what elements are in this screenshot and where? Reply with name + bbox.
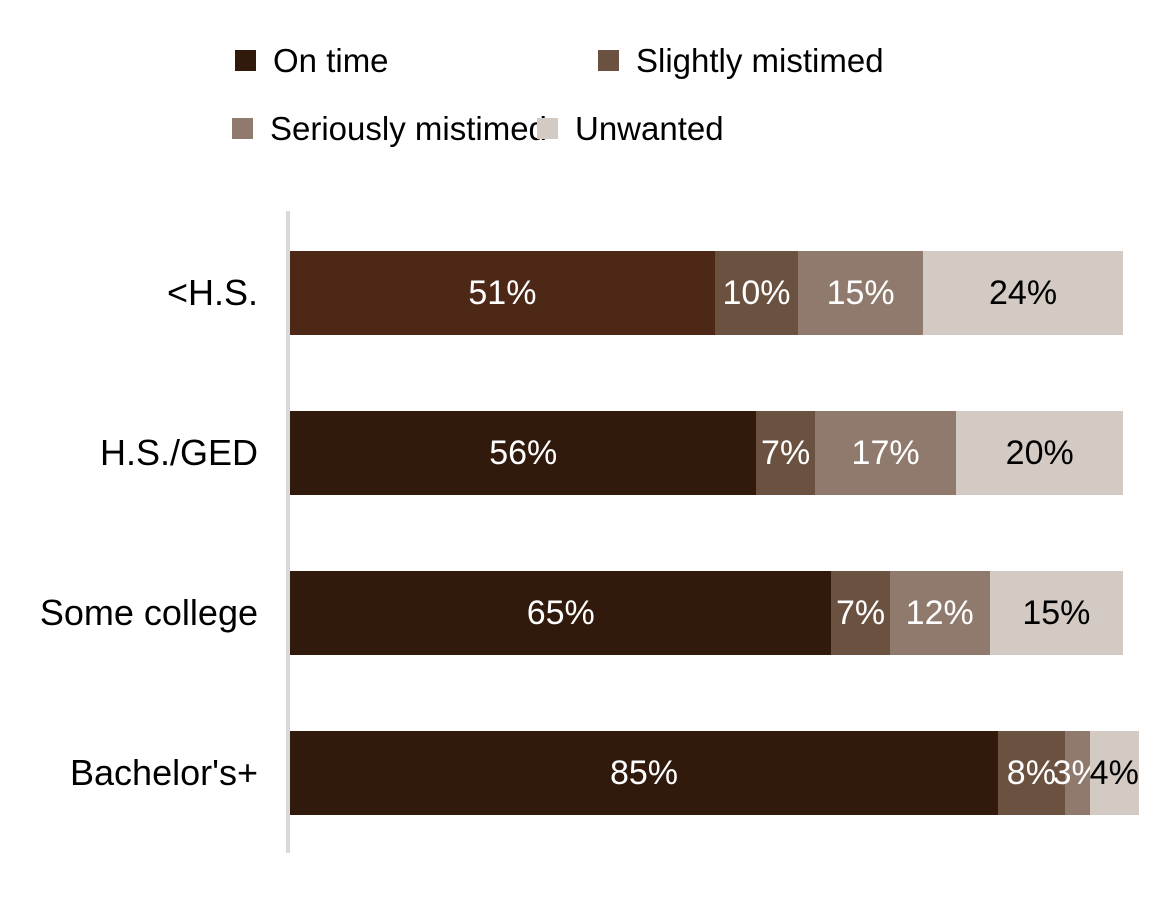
- legend-item-seriously-mistimed: Seriously mistimed: [232, 112, 547, 145]
- legend-item-on-time: On time: [235, 44, 389, 77]
- bar-segment: 65%: [290, 571, 832, 655]
- legend-swatch-slightly-mistimed: [598, 50, 619, 71]
- data-label: 7%: [836, 594, 886, 632]
- bar-segment: 7%: [756, 411, 815, 495]
- bar-segment: 85%: [290, 731, 999, 815]
- bar-segment: 15%: [989, 571, 1123, 655]
- legend-swatch-on-time: [235, 50, 256, 71]
- data-label: 8%: [1006, 754, 1056, 792]
- data-label: 85%: [609, 754, 679, 792]
- plot-area: 51% 10% 15% 24% 56% 7% 17% 20% 65% 7% 12% 15% 85% 8% 3…: [290, 211, 1139, 853]
- data-label: 20%: [1005, 434, 1074, 472]
- bar-row-1: 51% 10% 15% 24%: [290, 251, 1123, 335]
- legend-label: Slightly mistimed: [636, 42, 884, 79]
- legend-swatch-unwanted: [537, 118, 558, 139]
- data-label: 7%: [761, 434, 811, 472]
- bar-row-4: 85% 8% 3% 4%: [290, 731, 1139, 815]
- category-label: Bachelor's+: [70, 752, 258, 793]
- bar-segment: 12%: [889, 571, 990, 655]
- data-label: 17%: [851, 434, 920, 472]
- data-label: 15%: [1022, 594, 1091, 632]
- legend-label: On time: [273, 42, 389, 79]
- legend-item-slightly-mistimed: Slightly mistimed: [598, 44, 884, 77]
- legend-label: Unwanted: [575, 110, 724, 147]
- legend-label: Seriously mistimed: [270, 110, 547, 147]
- bar-row-2: 56% 7% 17% 20%: [290, 411, 1123, 495]
- bar-segment: 8%: [998, 731, 1065, 815]
- data-label: 12%: [905, 594, 974, 632]
- bar-segment: 17%: [814, 411, 957, 495]
- bar-segment: 4%: [1089, 731, 1139, 815]
- category-label: H.S./GED: [99, 432, 258, 473]
- data-label: 24%: [989, 274, 1058, 312]
- category-label: Some college: [39, 592, 258, 633]
- bar-segment: 20%: [956, 411, 1123, 495]
- bar-segment: 56%: [290, 411, 757, 495]
- legend-item-unwanted: Unwanted: [537, 112, 724, 145]
- data-label: 15%: [826, 274, 895, 312]
- data-label: 4%: [1089, 754, 1139, 792]
- bar-row-3: 65% 7% 12% 15%: [290, 571, 1123, 655]
- legend-swatch-seriously-mistimed: [232, 118, 253, 139]
- bar-segment: 3%: [1053, 731, 1102, 815]
- data-label: 65%: [526, 594, 595, 632]
- bar-segment: 51%: [290, 251, 715, 335]
- data-label: 10%: [722, 274, 791, 312]
- bar-segment: 7%: [831, 571, 890, 655]
- data-label: 51%: [468, 274, 537, 312]
- category-label: <H.S.: [166, 272, 258, 313]
- bar-segment: 15%: [798, 251, 924, 335]
- y-axis-line: [286, 211, 290, 853]
- data-label: 56%: [489, 434, 558, 472]
- bar-segment: 24%: [923, 251, 1123, 335]
- bar-segment: 10%: [714, 251, 799, 335]
